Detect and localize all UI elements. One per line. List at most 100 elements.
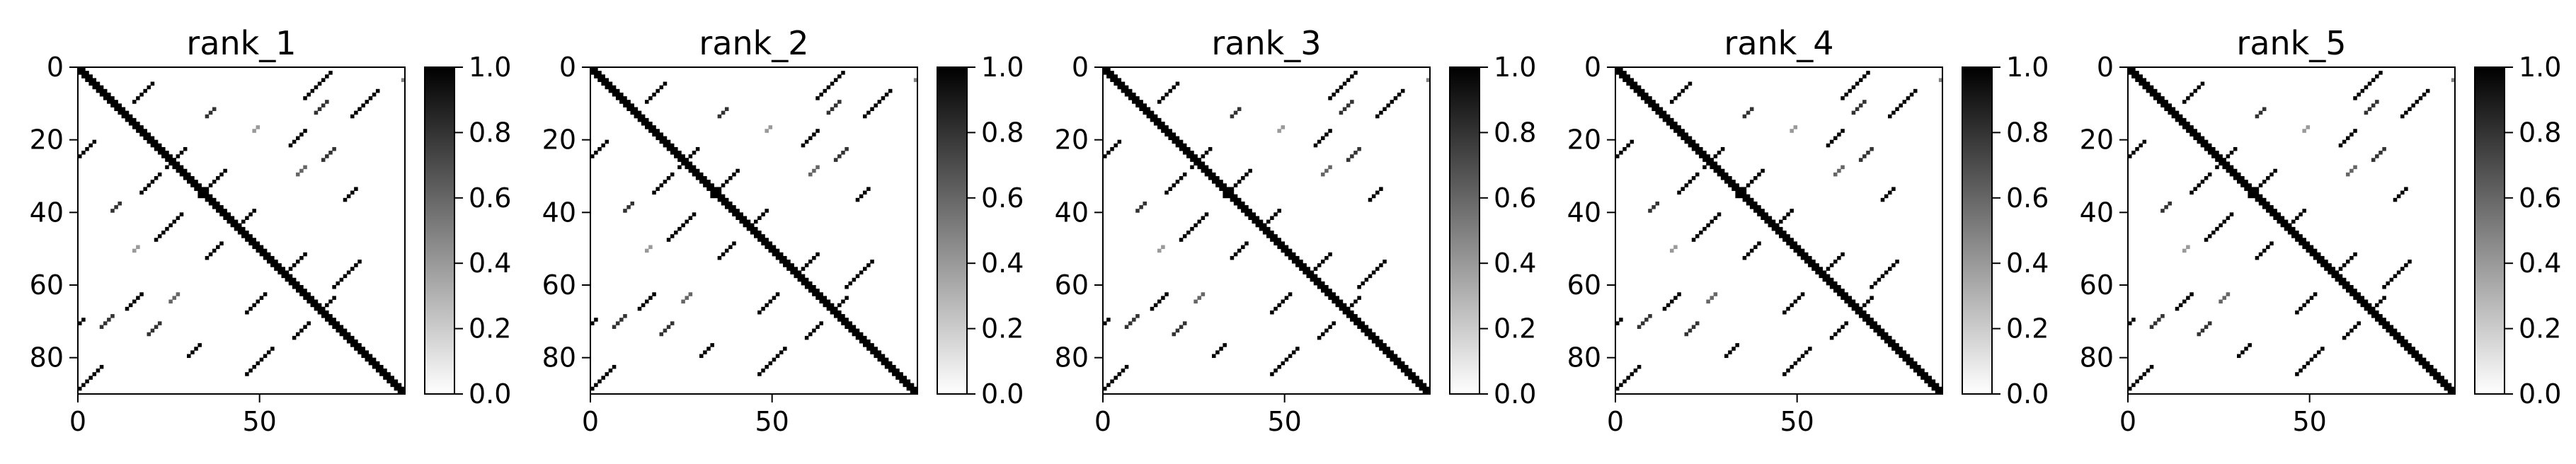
heatmap-cell [114, 103, 118, 108]
heatmap-cell [1681, 129, 1685, 133]
heatmap-cell [161, 231, 166, 235]
heatmap-cell [1153, 117, 1158, 122]
colorbar-tick-label: 1.0 [1494, 52, 1536, 83]
heatmap-cell [81, 71, 86, 75]
heatmap-cell [1386, 350, 1390, 354]
heatmap-cell [266, 350, 271, 354]
heatmap-cell [1273, 238, 1278, 242]
heatmap-cell [1637, 88, 1642, 93]
heatmap-cell [688, 165, 693, 170]
heatmap-cell [212, 197, 217, 202]
heatmap-cell [2451, 78, 2456, 82]
heatmap-cell [1735, 343, 1739, 347]
heatmap-cell [259, 245, 264, 250]
colorbar [1449, 66, 1480, 395]
heatmap-cell [92, 81, 97, 86]
heatmap-cell [2175, 306, 2180, 311]
heatmap-cell [2219, 158, 2223, 162]
heatmap-cell [2328, 263, 2332, 267]
heatmap-cell [208, 252, 213, 257]
heatmap-cell [2415, 354, 2420, 359]
heatmap-cell [194, 187, 198, 191]
y-tick-label: 60 [1567, 269, 1601, 301]
heatmap-cell [292, 335, 297, 340]
heatmap-cell [714, 194, 719, 199]
heatmap-cell [2378, 71, 2383, 75]
heatmap-cell [1303, 263, 1307, 267]
heatmap-cell [1775, 231, 1780, 235]
heatmap-cell [888, 364, 893, 369]
heatmap-cell [768, 361, 773, 366]
heatmap-cell [1291, 260, 1296, 264]
heatmap-cell [1637, 85, 1642, 90]
heatmap-cell [372, 92, 377, 97]
heatmap-cell [608, 81, 613, 86]
heatmap-cell [615, 92, 620, 97]
heatmap-cell [1350, 74, 1354, 79]
heatmap-cell [139, 92, 144, 97]
heatmap-cell [1877, 328, 1882, 333]
heatmap-cell [1800, 292, 1805, 296]
heatmap-cell [1273, 212, 1278, 216]
heatmap-cell [187, 180, 191, 184]
heatmap-cell [859, 332, 864, 337]
heatmap-cell [1844, 92, 1848, 97]
heatmap-cell [328, 321, 333, 325]
heatmap-cell [2338, 267, 2343, 271]
heatmap-cell [125, 117, 130, 122]
heatmap-cell [612, 364, 617, 369]
colorbar-tick-label: 0.8 [469, 117, 511, 148]
heatmap-cell [2269, 212, 2274, 216]
heatmap-cell [724, 248, 729, 253]
heatmap-cell [2320, 255, 2325, 260]
heatmap-cell [212, 107, 217, 111]
heatmap-cell [1386, 354, 1390, 359]
heatmap-cell [1717, 172, 1722, 177]
heatmap-cell [1746, 197, 1751, 202]
heatmap-cell [815, 292, 820, 296]
heatmap-cell [1724, 180, 1729, 184]
heatmap-cell [670, 146, 675, 151]
heatmap-cell [2262, 205, 2267, 209]
heatmap-cell [1841, 289, 1845, 293]
heatmap-cell [2349, 285, 2354, 289]
heatmap-cell [612, 88, 617, 93]
heatmap-cell [1793, 241, 1798, 245]
heatmap-cell [132, 248, 137, 253]
heatmap-cell [2382, 296, 2386, 300]
x-tick-label: 50 [1267, 406, 1301, 437]
heatmap-cell [845, 296, 849, 300]
heatmap-cell [2189, 129, 2194, 133]
heatmap-cell [2207, 146, 2212, 151]
heatmap-cell [728, 209, 733, 213]
heatmap-cell [855, 332, 860, 337]
heatmap-cell [2135, 146, 2139, 151]
heatmap-cell [1655, 110, 1659, 115]
heatmap-cell [848, 328, 852, 333]
heatmap-cell [1124, 85, 1129, 90]
heatmap-cell [208, 194, 213, 199]
heatmap-cell [1266, 234, 1271, 238]
heatmap-cell [2299, 369, 2303, 373]
colorbar-tick-label: 0.2 [2519, 313, 2561, 344]
heatmap-cell [1884, 340, 1889, 344]
heatmap-cell [2273, 168, 2277, 173]
heatmap-cell [1702, 165, 1707, 170]
heatmap-cell [797, 277, 802, 282]
heatmap-cell [1241, 245, 1245, 250]
heatmap-cell [2157, 318, 2161, 322]
heatmap-cell [859, 335, 864, 340]
heatmap-cell [710, 190, 714, 195]
heatmap-cell [216, 201, 220, 206]
heatmap-cell [1841, 165, 1845, 170]
heatmap-cell [1150, 306, 1155, 311]
heatmap-cell [88, 376, 93, 380]
heatmap-cell [1233, 194, 1238, 199]
heatmap-cell [634, 114, 639, 119]
heatmap-cell [1749, 201, 1754, 206]
heatmap-cell [1833, 289, 1838, 293]
heatmap-cell [2349, 168, 2354, 173]
heatmap-cell [750, 231, 755, 235]
heatmap-cell [656, 132, 660, 137]
heatmap-cell [1713, 165, 1718, 170]
